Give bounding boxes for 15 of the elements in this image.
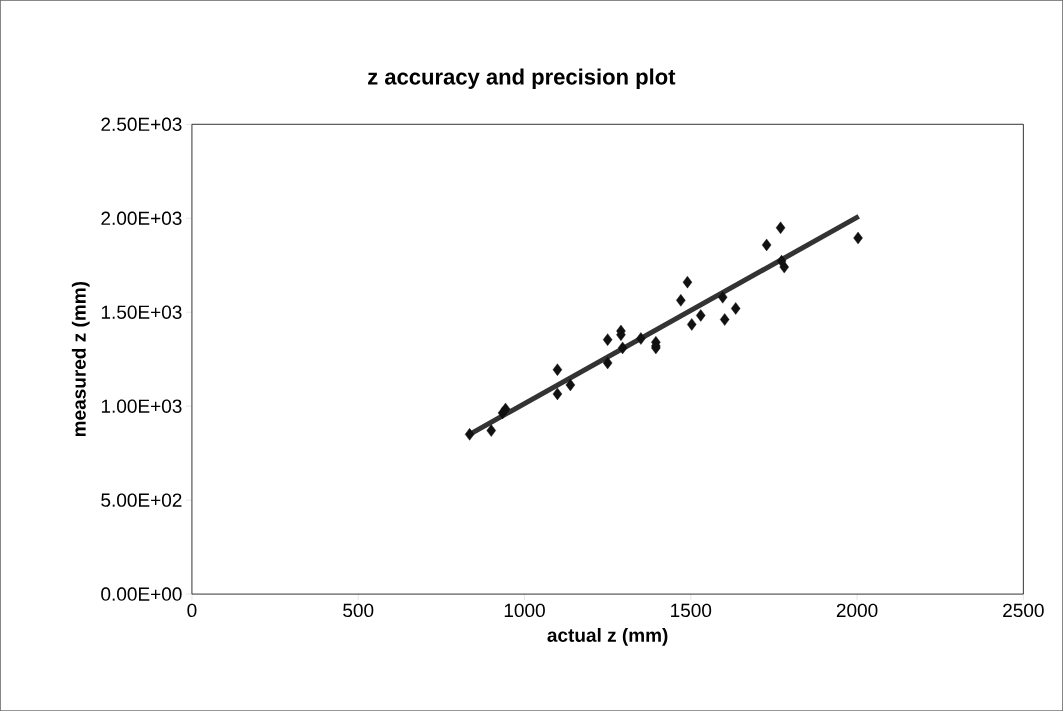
x-tick-label: 1500 bbox=[671, 603, 712, 618]
y-tick-label: 2.00E+03 bbox=[101, 211, 182, 225]
y-tick-label: 1.00E+03 bbox=[101, 399, 182, 413]
x-tick-label: 1000 bbox=[504, 603, 545, 618]
chart-title: z accuracy and precision plot bbox=[368, 68, 676, 89]
y-axis-title: measured z (mm) bbox=[71, 281, 90, 437]
y-tick-label: 0.00E+00 bbox=[101, 587, 182, 601]
x-tick-label: 0 bbox=[187, 603, 197, 618]
x-tick-label: 2500 bbox=[1003, 603, 1044, 618]
x-axis-title: actual z (mm) bbox=[547, 627, 668, 646]
y-tick-label: 1.50E+03 bbox=[101, 305, 182, 319]
x-tick-label: 2000 bbox=[836, 603, 878, 618]
y-tick-label: 5.00E+02 bbox=[101, 493, 182, 507]
y-tick-label: 2.50E+03 bbox=[101, 117, 182, 131]
x-tick-label: 500 bbox=[343, 603, 374, 618]
